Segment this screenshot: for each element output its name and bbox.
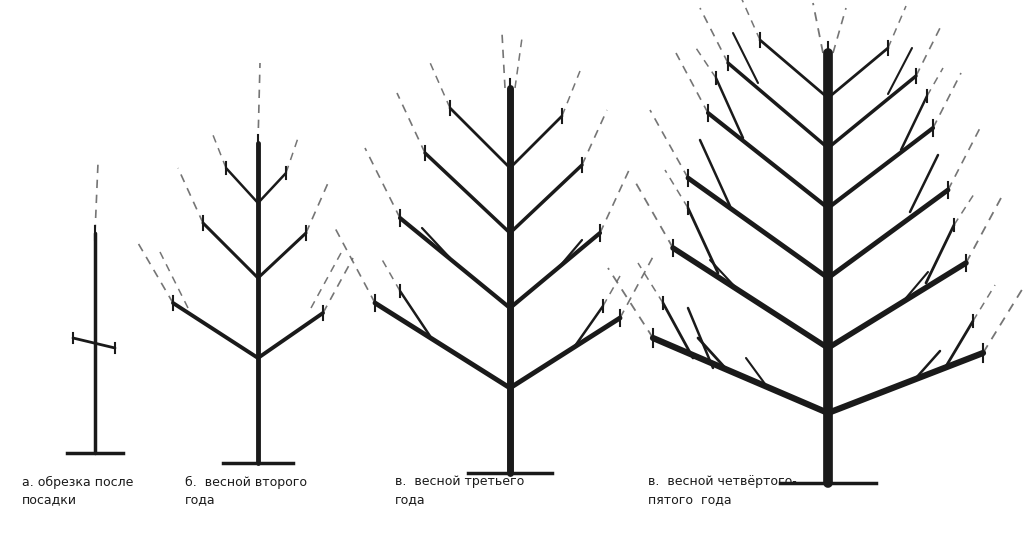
Text: а. обрезка после
посадки: а. обрезка после посадки [22, 476, 133, 507]
Text: б.  весной второго
года: б. весной второго года [185, 476, 307, 507]
Text: в.  весной третьего
года: в. весной третьего года [395, 476, 524, 507]
Text: в.  весной четвёртого-
пятого  года: в. весной четвёртого- пятого года [648, 476, 797, 507]
